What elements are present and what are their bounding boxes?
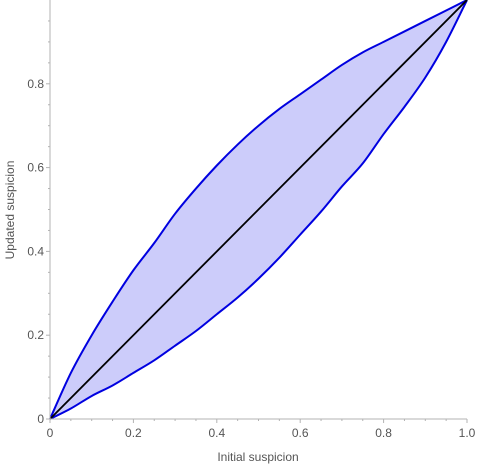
y-axis-ticks: 0 0.2 0.4 0.6 0.8 [27,20,50,426]
x-tick-label: 0.4 [208,426,225,440]
y-tick-label: 0 [37,412,44,426]
y-tick-label: 0.6 [27,161,44,175]
y-axis-label: Updated suspicion [3,161,17,260]
x-tick-label: 0.2 [125,426,142,440]
curve-lines [49,0,468,420]
lower-curve [49,0,468,420]
x-axis-label: Initial suspicion [217,450,298,464]
x-tick-label: 0 [47,426,54,440]
x-tick-label: 1.0 [459,426,476,440]
upper-curve [49,0,468,420]
y-tick-label: 0.2 [27,328,44,342]
diagonal-line [49,0,468,420]
y-tick-label: 0.4 [27,244,44,258]
x-tick-label: 0.8 [375,426,392,440]
y-tick-label: 0.8 [27,77,44,91]
x-tick-label: 0.6 [292,426,309,440]
x-axis-ticks: 0 0.2 0.4 0.6 0.8 1.0 [47,419,476,440]
